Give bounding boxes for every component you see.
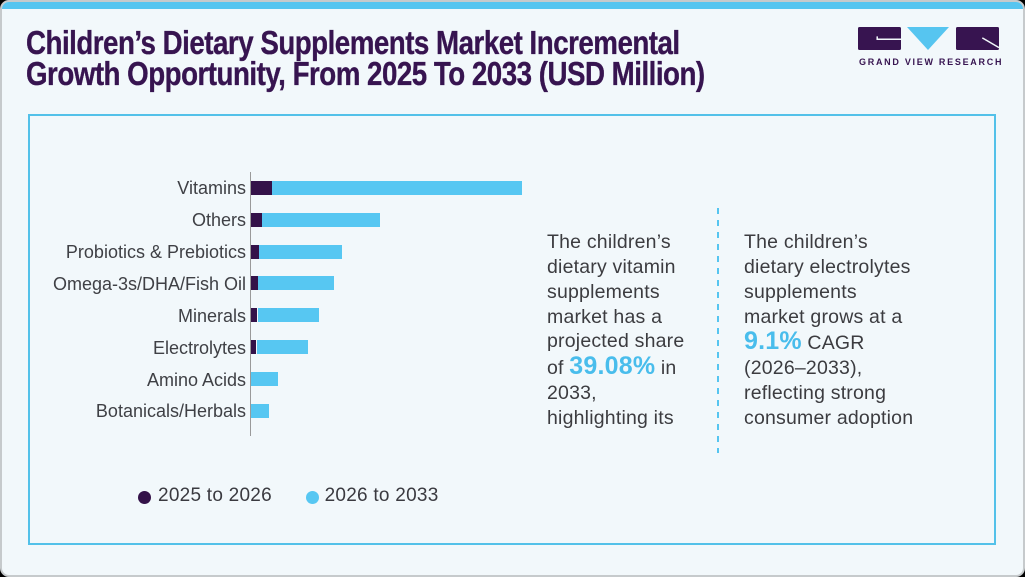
- svg-text:GRAND VIEW RESEARCH: GRAND VIEW RESEARCH: [859, 57, 1003, 67]
